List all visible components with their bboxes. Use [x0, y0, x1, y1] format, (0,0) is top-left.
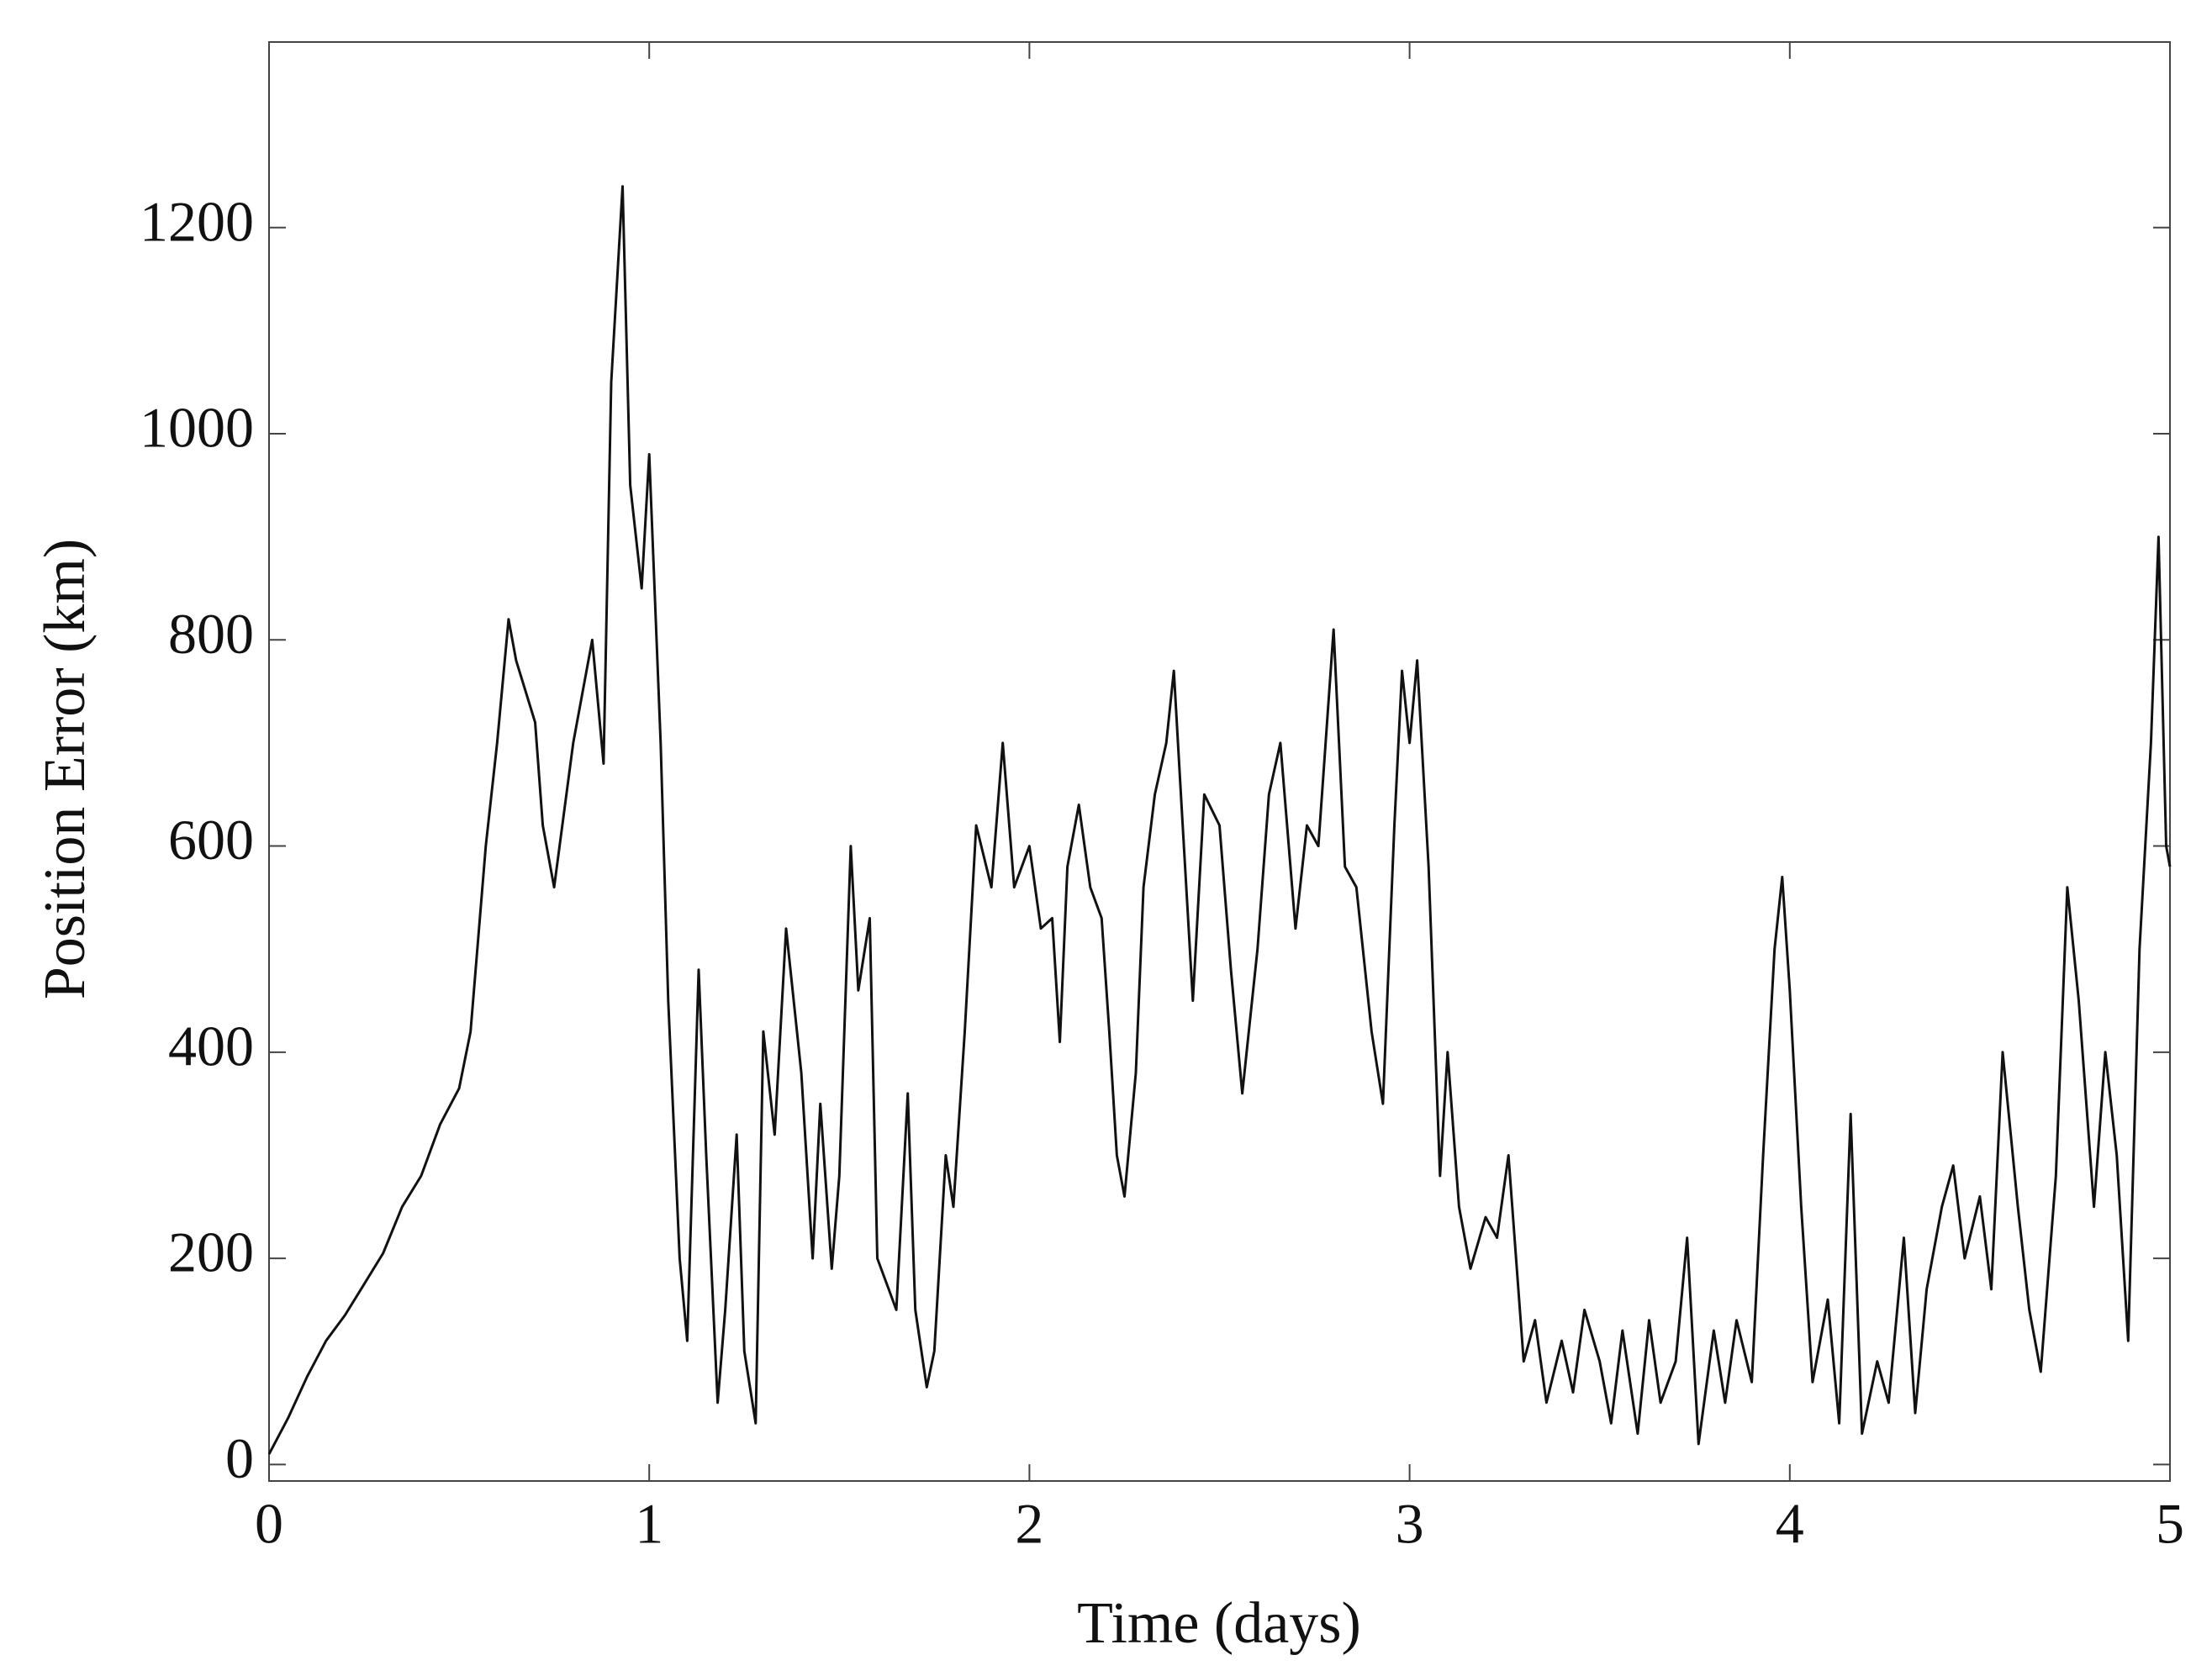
x-tick-label: 0 [255, 1492, 283, 1556]
y-tick-label: 1200 [140, 189, 254, 253]
x-tick-label: 1 [635, 1492, 663, 1556]
y-tick-label: 1000 [140, 396, 254, 460]
data-line [267, 185, 2172, 1455]
x-tick-label: 2 [1015, 1492, 1043, 1556]
y-tick-label: 400 [168, 1014, 254, 1078]
x-tick-label: 5 [2156, 1492, 2184, 1556]
x-tick-label: 4 [1776, 1492, 1804, 1556]
y-tick-label: 800 [168, 602, 254, 666]
y-tick-label: 200 [168, 1220, 254, 1284]
x-axis-label: Time (days) [1077, 1591, 1361, 1656]
x-tick-label: 3 [1396, 1492, 1424, 1556]
y-axis-label: Position Error (km) [33, 539, 98, 999]
plot-frame [268, 41, 2171, 1482]
y-tick-label: 600 [168, 808, 254, 872]
y-tick-label: 0 [225, 1426, 254, 1490]
